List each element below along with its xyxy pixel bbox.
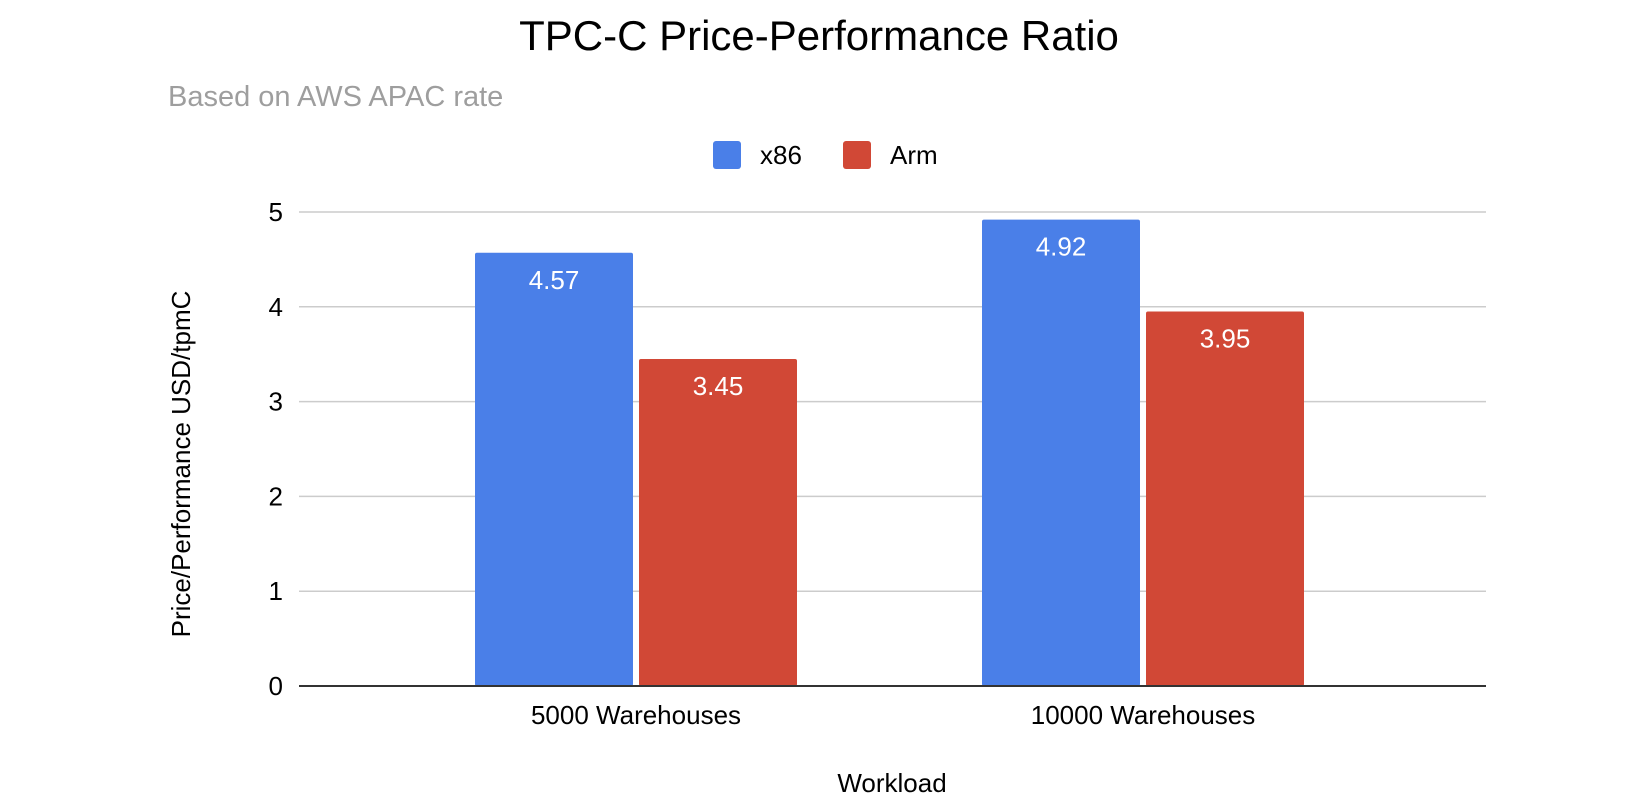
- x-axis-label: Workload: [837, 768, 946, 798]
- x-tick-label-2: 10000 Warehouses: [1031, 700, 1256, 730]
- y-tick-label-5: 5: [269, 197, 283, 227]
- data-label-arm-1: 3.45: [693, 371, 744, 401]
- legend: x86 Arm: [713, 140, 938, 170]
- legend-label-arm: Arm: [890, 140, 938, 170]
- bar-arm-2: [1146, 311, 1304, 686]
- y-axis-label: Price/Performance USD/tpmC: [166, 291, 196, 638]
- chart-title: TPC-C Price-Performance Ratio: [519, 12, 1119, 59]
- chart-subtitle: Based on AWS APAC rate: [168, 81, 503, 113]
- y-tick-label-1: 1: [269, 576, 283, 606]
- y-tick-label-4: 4: [269, 292, 283, 322]
- y-tick-label-0: 0: [269, 671, 283, 701]
- x-tick-label-1: 5000 Warehouses: [531, 700, 741, 730]
- bars: [475, 219, 1304, 687]
- legend-label-x86: x86: [760, 140, 802, 170]
- data-label-arm-2: 3.95: [1200, 324, 1251, 354]
- legend-swatch-x86: [713, 141, 741, 169]
- data-labels: 4.57 3.45 4.92 3.95: [529, 232, 1251, 401]
- bar-x86-1: [475, 252, 633, 686]
- y-axis-ticks: 0 1 2 3 4 5: [269, 197, 283, 701]
- data-label-x86-2: 4.92: [1036, 232, 1087, 262]
- bar-x86-2: [982, 219, 1140, 687]
- x-axis-ticks: 5000 Warehouses 10000 Warehouses: [531, 700, 1255, 730]
- bar-arm-1: [639, 358, 797, 686]
- y-tick-label-3: 3: [269, 387, 283, 417]
- legend-swatch-arm: [843, 141, 871, 169]
- y-tick-label-2: 2: [269, 481, 283, 511]
- data-label-x86-1: 4.57: [529, 265, 580, 295]
